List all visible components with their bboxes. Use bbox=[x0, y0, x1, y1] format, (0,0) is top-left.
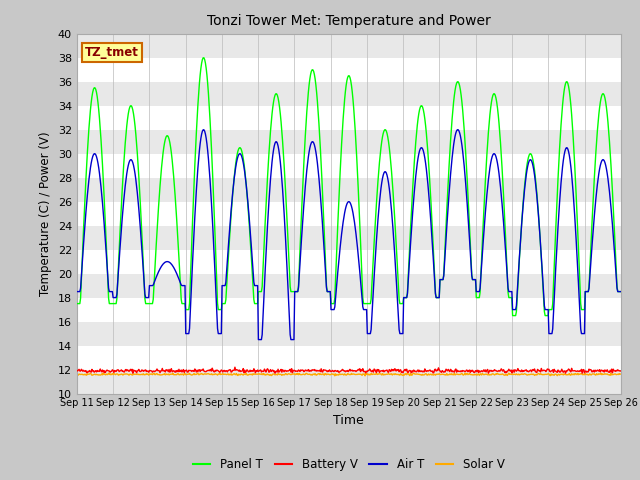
Battery V bbox=[433, 368, 440, 374]
Air T bbox=[83, 201, 90, 206]
Panel T bbox=[431, 290, 439, 296]
Solar V bbox=[223, 372, 231, 377]
Panel T bbox=[509, 313, 516, 319]
Bar bbox=[77, 82, 621, 106]
Legend: Panel T, Battery V, Air T, Solar V: Panel T, Battery V, Air T, Solar V bbox=[188, 454, 509, 476]
Line: Battery V: Battery V bbox=[77, 367, 621, 373]
Bar bbox=[77, 226, 621, 250]
Solar V bbox=[433, 372, 440, 377]
Air T bbox=[194, 166, 202, 171]
Solar V bbox=[83, 372, 90, 378]
Solar V bbox=[140, 371, 147, 377]
Air T bbox=[416, 148, 424, 154]
Bar bbox=[77, 154, 621, 178]
Air T bbox=[223, 268, 230, 274]
Solar V bbox=[617, 371, 625, 377]
Bar bbox=[77, 58, 621, 82]
Line: Panel T: Panel T bbox=[77, 58, 621, 316]
Title: Tonzi Tower Met: Temperature and Power: Tonzi Tower Met: Temperature and Power bbox=[207, 14, 491, 28]
Bar bbox=[77, 202, 621, 226]
Panel T bbox=[223, 271, 231, 276]
Bar bbox=[77, 274, 621, 298]
Solar V bbox=[195, 372, 202, 378]
Air T bbox=[454, 127, 461, 132]
Line: Solar V: Solar V bbox=[77, 373, 621, 376]
Battery V bbox=[83, 370, 90, 375]
Battery V bbox=[140, 369, 147, 374]
Bar bbox=[77, 346, 621, 370]
Battery V bbox=[617, 368, 625, 374]
Panel T bbox=[83, 163, 90, 168]
Panel T bbox=[617, 288, 625, 294]
Battery V bbox=[73, 368, 81, 373]
Panel T bbox=[73, 300, 81, 306]
Bar bbox=[77, 298, 621, 322]
Panel T bbox=[416, 107, 424, 113]
Solar V bbox=[99, 370, 107, 376]
Bar bbox=[77, 322, 621, 346]
Text: TZ_tmet: TZ_tmet bbox=[85, 46, 139, 59]
Solar V bbox=[361, 373, 369, 379]
Panel T bbox=[194, 103, 202, 108]
Air T bbox=[617, 288, 625, 294]
Battery V bbox=[417, 369, 424, 374]
Panel T bbox=[139, 247, 147, 252]
Panel T bbox=[199, 55, 207, 60]
Bar bbox=[77, 370, 621, 394]
Battery V bbox=[195, 367, 202, 373]
X-axis label: Time: Time bbox=[333, 414, 364, 427]
Air T bbox=[139, 257, 147, 263]
Solar V bbox=[73, 372, 81, 377]
Bar bbox=[77, 130, 621, 154]
Line: Air T: Air T bbox=[77, 130, 621, 339]
Battery V bbox=[223, 369, 231, 375]
Battery V bbox=[129, 371, 136, 376]
Bar bbox=[77, 34, 621, 58]
Air T bbox=[73, 288, 81, 294]
Air T bbox=[431, 291, 439, 297]
Bar bbox=[77, 250, 621, 274]
Bar bbox=[77, 178, 621, 202]
Bar bbox=[77, 106, 621, 130]
Battery V bbox=[231, 364, 239, 370]
Solar V bbox=[417, 372, 424, 378]
Air T bbox=[255, 336, 262, 342]
Y-axis label: Temperature (C) / Power (V): Temperature (C) / Power (V) bbox=[39, 132, 52, 296]
